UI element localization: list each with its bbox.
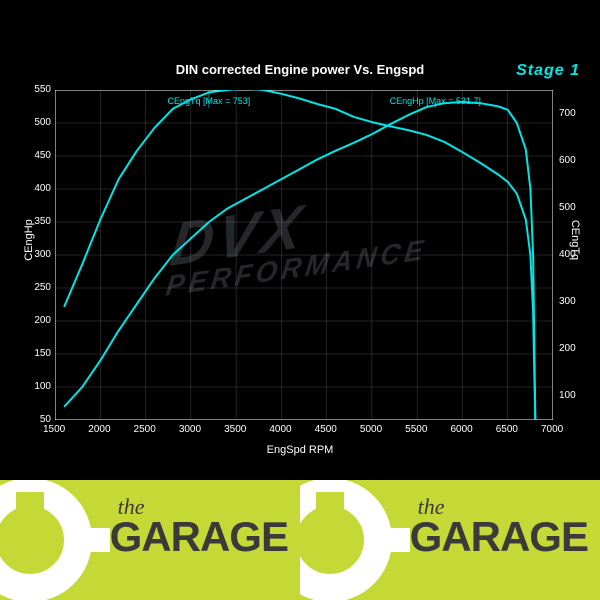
brand-logo-right: the GARAGE <box>300 480 600 600</box>
brand-logo-left: the GARAGE <box>0 480 300 600</box>
y-right-tick-label: 500 <box>559 202 576 213</box>
y-left-tick-label: 550 <box>34 84 51 95</box>
brand-garage: GARAGE <box>110 516 288 558</box>
wrench-icon <box>300 480 410 600</box>
x-tick-label: 2000 <box>88 424 110 435</box>
x-tick-label: 3500 <box>224 424 246 435</box>
x-tick-label: 2500 <box>134 424 156 435</box>
y-right-tick-label: 100 <box>559 390 576 401</box>
chart-title: DIN corrected Engine power Vs. Engspd <box>0 62 600 77</box>
x-tick-label: 5500 <box>405 424 427 435</box>
x-tick-label: 7000 <box>541 424 563 435</box>
x-tick-label: 3000 <box>179 424 201 435</box>
y-left-tick-label: 50 <box>40 414 51 425</box>
brand-garage: GARAGE <box>410 516 588 558</box>
y-left-tick-label: 500 <box>34 117 51 128</box>
y-left-tick-label: 150 <box>34 348 51 359</box>
svg-text:CEngHp [Max = 531.7]: CEngHp [Max = 531.7] <box>390 96 481 106</box>
dyno-chart-panel: DVX PERFORMANCE DIN corrected Engine pow… <box>0 0 600 480</box>
y-left-tick-label: 100 <box>34 381 51 392</box>
x-tick-label: 1500 <box>43 424 65 435</box>
svg-text:CEngTq [Max = 753]: CEngTq [Max = 753] <box>168 96 251 106</box>
y-right-tick-label: 700 <box>559 108 576 119</box>
y-right-tick-label: 300 <box>559 296 576 307</box>
x-tick-label: 6500 <box>496 424 518 435</box>
y-right-tick-label: 400 <box>559 249 576 260</box>
chart-plot: CEngTq [Max = 753] CEngHp [Max = 531.7] <box>55 90 553 420</box>
y-left-tick-label: 350 <box>34 216 51 227</box>
y-left-axis-label: CEngHp <box>23 219 35 261</box>
y-right-tick-label: 600 <box>559 155 576 166</box>
wrench-icon <box>0 480 110 600</box>
x-tick-label: 5000 <box>360 424 382 435</box>
y-left-tick-label: 400 <box>34 183 51 194</box>
stage-label: Stage 1 <box>516 62 580 80</box>
y-left-tick-label: 450 <box>34 150 51 161</box>
brand-footer: the GARAGE the GARAGE <box>0 480 600 600</box>
x-tick-label: 4500 <box>315 424 337 435</box>
y-left-tick-label: 250 <box>34 282 51 293</box>
x-tick-label: 6000 <box>450 424 472 435</box>
y-right-tick-label: 200 <box>559 343 576 354</box>
y-left-tick-label: 300 <box>34 249 51 260</box>
x-tick-label: 4000 <box>269 424 291 435</box>
x-axis-label: EngSpd RPM <box>267 444 334 456</box>
y-left-tick-label: 200 <box>34 315 51 326</box>
